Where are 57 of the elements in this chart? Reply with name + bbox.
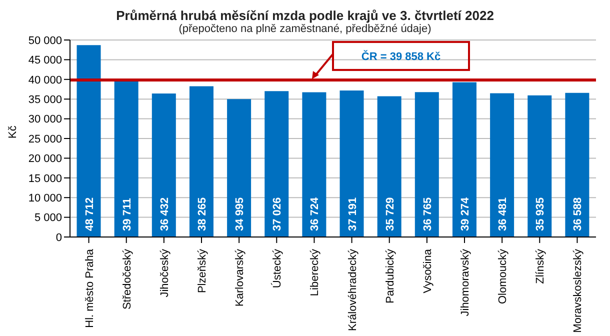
bar xyxy=(264,91,289,237)
x-tick-label: Plzeňský xyxy=(196,248,208,294)
bar xyxy=(340,90,364,237)
x-tick-label: Jihomoravský xyxy=(460,248,472,316)
bar xyxy=(227,99,252,237)
data-label: 37 191 xyxy=(346,197,359,231)
x-tick-label: Moravskoslezský xyxy=(572,248,584,333)
x-tick-label: Olomoucký xyxy=(497,248,510,304)
data-label: 36 588 xyxy=(572,197,584,231)
x-tick-label: Středočeský xyxy=(121,248,134,310)
chart-subtitle: (přepočteno na plně zaměstnané, předběžné údaje) xyxy=(178,23,432,36)
bar xyxy=(528,95,552,237)
y-tick-label: 15 000 xyxy=(28,172,62,185)
x-tick-label: Liberecký xyxy=(309,248,322,296)
x-tick-label: Zlínský xyxy=(534,248,547,284)
ref-line-label: ČR = 39 858 Kč xyxy=(361,50,441,63)
x-tick-label: Ústecký xyxy=(270,248,284,288)
data-label: 38 265 xyxy=(196,197,208,231)
bar xyxy=(565,92,590,237)
y-tick-label: 40 000 xyxy=(28,74,62,86)
y-tick-label: 25 000 xyxy=(28,133,62,146)
data-label: 36 724 xyxy=(309,196,322,231)
y-tick-label: 5 000 xyxy=(34,212,62,224)
data-label: 39 274 xyxy=(459,196,472,231)
x-tick-label: Jihočeský xyxy=(158,248,171,298)
data-label: 36 481 xyxy=(497,197,510,231)
bar xyxy=(114,80,138,237)
data-label: 36 432 xyxy=(158,197,171,231)
x-tick-label: Vysočina xyxy=(422,248,434,294)
x-tick-label: Pardubický xyxy=(384,248,396,304)
x-tick-label: Královéhradecký xyxy=(346,248,359,331)
data-label: 39 711 xyxy=(121,198,134,231)
y-tick-label: 0 xyxy=(56,232,62,244)
y-axis-title: Kč xyxy=(6,125,19,138)
x-tick-label: Hl. město Praha xyxy=(84,248,96,328)
data-label: 35 935 xyxy=(534,197,547,231)
y-tick-label: 20 000 xyxy=(28,153,62,166)
bar xyxy=(490,93,514,237)
data-label: 34 995 xyxy=(234,197,246,231)
bar xyxy=(414,92,439,237)
y-tick-label: 35 000 xyxy=(28,94,62,106)
data-label: 36 765 xyxy=(422,197,434,231)
bar xyxy=(452,82,476,237)
bar xyxy=(377,96,402,237)
data-label: 35 729 xyxy=(384,197,396,231)
bar xyxy=(189,86,214,237)
y-tick-label: 30 000 xyxy=(28,114,62,126)
y-tick-label: 45 000 xyxy=(28,54,62,67)
data-label: 48 712 xyxy=(84,197,96,231)
bar xyxy=(76,45,101,237)
x-tick-label: Karlovarský xyxy=(234,248,246,306)
data-label: 37 026 xyxy=(272,197,284,231)
chart-title: Průměrná hrubá měsíční mzda podle krajů ve 3. čtvrtletí 2022 xyxy=(115,8,495,23)
y-tick-label: 10 000 xyxy=(28,192,62,205)
bar xyxy=(302,92,326,237)
bar xyxy=(152,93,176,237)
y-tick-label: 50 000 xyxy=(28,34,62,47)
